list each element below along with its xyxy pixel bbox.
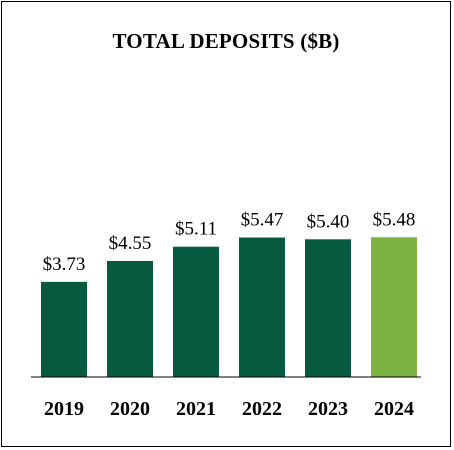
- category-label-2019: 2019: [44, 398, 84, 420]
- bar-2020: [107, 260, 153, 377]
- bar-2019: [41, 281, 87, 377]
- category-label-2023: 2023: [308, 398, 348, 420]
- bars-group: [41, 237, 417, 377]
- category-label-2021: 2021: [176, 398, 216, 420]
- bar-2021: [173, 246, 219, 377]
- value-label-2019: $3.73: [43, 254, 86, 275]
- bar-2024: [371, 237, 417, 377]
- category-label-2020: 2020: [110, 398, 150, 420]
- value-label-2022: $5.47: [241, 210, 284, 231]
- bar-2023: [305, 239, 351, 377]
- category-label-2024: 2024: [374, 398, 414, 420]
- bar-2022: [239, 237, 285, 377]
- value-label-2021: $5.11: [175, 219, 217, 240]
- chart-title: TOTAL DEPOSITS ($B): [112, 29, 340, 53]
- category-labels-group: 2019 2020 2021 2022 2023 2024: [44, 398, 414, 420]
- category-label-2022: 2022: [242, 398, 282, 420]
- value-label-2023: $5.40: [307, 211, 350, 232]
- value-labels-group: $3.73 $4.55 $5.11 $5.47 $5.40 $5.48: [43, 209, 416, 275]
- value-label-2020: $4.55: [109, 233, 152, 254]
- value-label-2024: $5.48: [373, 209, 416, 230]
